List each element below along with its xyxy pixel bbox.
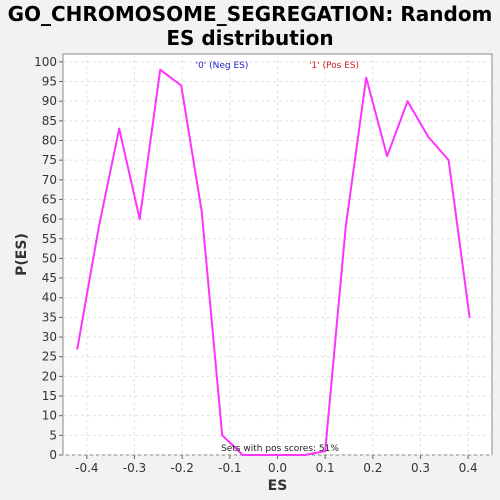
chart-title-line2: ES distribution	[166, 26, 334, 50]
data-point	[365, 76, 368, 79]
y-tick-label: 30	[42, 330, 57, 344]
data-point	[262, 454, 265, 456]
x-tick-label: 0.0	[268, 461, 287, 475]
y-tick-label: 60	[42, 212, 57, 226]
data-point	[76, 347, 79, 350]
legend-entry: '1' (Pos ES)	[309, 61, 359, 71]
y-tick-label: 20	[42, 369, 57, 383]
x-tick-label: -0.2	[170, 461, 193, 475]
y-tick-label: 15	[42, 389, 57, 403]
series-layer	[76, 68, 471, 456]
y-tick-label: 90	[42, 94, 57, 108]
data-point	[303, 454, 306, 456]
y-tick-label: 5	[49, 428, 57, 442]
y-tick-label: 75	[42, 153, 57, 167]
data-point	[427, 135, 430, 138]
y-axis-title: P(ES)	[14, 233, 30, 276]
grid	[63, 54, 492, 456]
data-point	[344, 226, 347, 228]
data-point	[180, 84, 183, 87]
y-tick-label: 95	[42, 75, 57, 89]
x-tick-label: -0.1	[218, 461, 241, 475]
series-line	[76, 68, 471, 456]
chart-title: GO_CHROMOSOME_SEGREGATION: Random ES dis…	[0, 2, 500, 50]
y-tick-label: 55	[42, 232, 57, 246]
x-tick-label: -0.3	[123, 461, 146, 475]
y-tick-label: 40	[42, 291, 57, 305]
y-tick-label: 10	[42, 409, 57, 423]
data-point	[97, 226, 100, 228]
data-point	[468, 316, 471, 319]
data-point	[324, 450, 327, 452]
data-point	[283, 454, 286, 456]
y-tick-label: 80	[42, 133, 57, 147]
data-point	[221, 434, 224, 437]
data-point	[241, 454, 244, 456]
annotation: Sets with pos scores: 51%	[221, 444, 339, 454]
data-point	[200, 210, 203, 213]
data-point	[118, 127, 121, 130]
data-point	[138, 218, 141, 221]
data-point	[159, 68, 162, 71]
y-tick-label: 70	[42, 173, 57, 187]
ticks: 0 5 10 15 20 25 30 35 40 45 50 55 60 65 70 75 80 85 90 95 10…	[34, 55, 478, 475]
x-tick-label: 0.3	[411, 461, 430, 475]
y-tick-label: 25	[42, 350, 57, 364]
legend-entry: '0' (Neg ES)	[196, 61, 249, 71]
y-tick-label: 50	[42, 251, 57, 265]
data-point	[386, 155, 389, 158]
chart-title-line1: GO_CHROMOSOME_SEGREGATION: Random	[7, 2, 493, 26]
x-tick-label: -0.4	[75, 461, 98, 475]
y-tick-label: 35	[42, 310, 57, 324]
y-tick-label: 85	[42, 114, 57, 128]
y-tick-label: 45	[42, 271, 57, 285]
x-tick-label: 0.4	[459, 461, 478, 475]
x-axis-title: ES	[268, 478, 288, 494]
data-point	[447, 159, 450, 162]
y-tick-label: 65	[42, 192, 57, 206]
x-tick-label: 0.1	[316, 461, 335, 475]
y-tick-label: 100	[34, 55, 57, 69]
legend: '0' (Neg ES) '1' (Pos ES)	[196, 61, 359, 71]
y-tick-label: 0	[49, 448, 57, 462]
x-tick-label: 0.2	[363, 461, 382, 475]
data-point	[406, 100, 409, 103]
